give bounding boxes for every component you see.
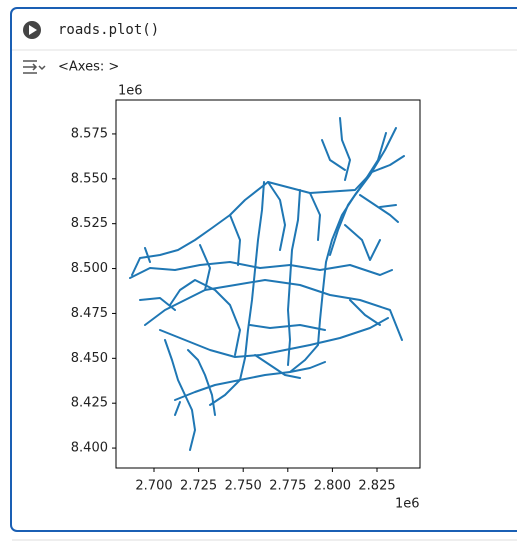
y-tick-label: 8.525 bbox=[71, 216, 108, 231]
y-tick-label: 8.400 bbox=[71, 441, 108, 456]
y-tick-label: 8.550 bbox=[71, 171, 108, 186]
y-tick-label: 8.475 bbox=[71, 306, 108, 321]
run-button[interactable] bbox=[23, 21, 41, 39]
y-tick-label: 8.425 bbox=[71, 396, 108, 411]
output-toggle[interactable] bbox=[23, 60, 46, 74]
roads bbox=[129, 117, 405, 451]
x-offset: 1e6 bbox=[395, 497, 420, 512]
code[interactable]: roads.plot() bbox=[58, 22, 159, 38]
output-text: <Axes: > bbox=[58, 60, 119, 75]
x-tick-label: 2.825 bbox=[358, 479, 395, 494]
y-tick-label: 8.575 bbox=[71, 126, 108, 141]
x-tick-label: 2.700 bbox=[135, 479, 172, 494]
axes-frame bbox=[115, 99, 421, 469]
x-tick-label: 2.725 bbox=[180, 479, 217, 494]
y-offset: 1e6 bbox=[118, 84, 143, 99]
y-tick-label: 8.500 bbox=[71, 261, 108, 276]
x-tick-label: 2.750 bbox=[225, 479, 262, 494]
x-tick-label: 2.800 bbox=[314, 479, 351, 494]
y-tick-label: 8.450 bbox=[71, 351, 108, 366]
x-tick-label: 2.775 bbox=[269, 479, 306, 494]
